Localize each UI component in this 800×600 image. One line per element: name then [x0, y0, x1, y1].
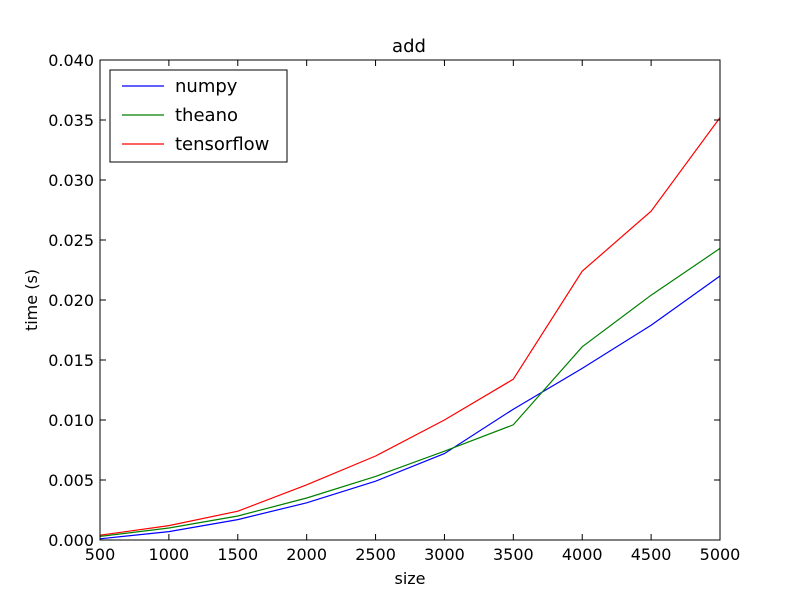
- series-line-numpy: [99, 275, 721, 540]
- legend-label-theano: theano: [175, 105, 238, 126]
- y-tick-label: 0.025: [48, 231, 94, 250]
- x-tick-label: 1000: [149, 545, 190, 564]
- x-axis-label: size: [394, 569, 425, 588]
- y-tick-label: 0.035: [48, 111, 94, 130]
- x-tick-label: 4000: [562, 545, 603, 564]
- y-tick-label: 0.040: [48, 51, 94, 70]
- y-axis-label: time (s): [22, 269, 41, 331]
- x-tick-label: 3000: [424, 545, 465, 564]
- series-line-theano: [99, 247, 721, 537]
- y-tick-label: 0.005: [48, 471, 94, 490]
- x-tick-label: 5000: [700, 545, 741, 564]
- axis-ticks: 500 1000 1500 2000 2500 3000 3500 4000 4500 5000 0…: [48, 51, 740, 564]
- x-tick-label: 2000: [286, 545, 327, 564]
- y-tick-label: 0.015: [48, 351, 94, 370]
- legend: numpy theano tensorflow: [109, 69, 288, 163]
- legend-box: [109, 69, 288, 163]
- chart-title: add: [392, 36, 426, 57]
- series-lines: [99, 117, 721, 540]
- y-tick-label: 0.020: [48, 291, 94, 310]
- series-line-tensorflow: [99, 117, 721, 536]
- x-tick-label: 500: [85, 545, 116, 564]
- y-tick-label: 0.010: [48, 411, 94, 430]
- x-tick-label: 2500: [355, 545, 396, 564]
- y-tick-label: 0.030: [48, 171, 94, 190]
- y-tick-label: 0.000: [48, 531, 94, 550]
- x-tick-label: 1500: [217, 545, 258, 564]
- x-tick-label: 4500: [631, 545, 672, 564]
- legend-label-numpy: numpy: [175, 76, 238, 97]
- x-tick-label: 3500: [493, 545, 534, 564]
- legend-label-tensorflow: tensorflow: [175, 134, 269, 155]
